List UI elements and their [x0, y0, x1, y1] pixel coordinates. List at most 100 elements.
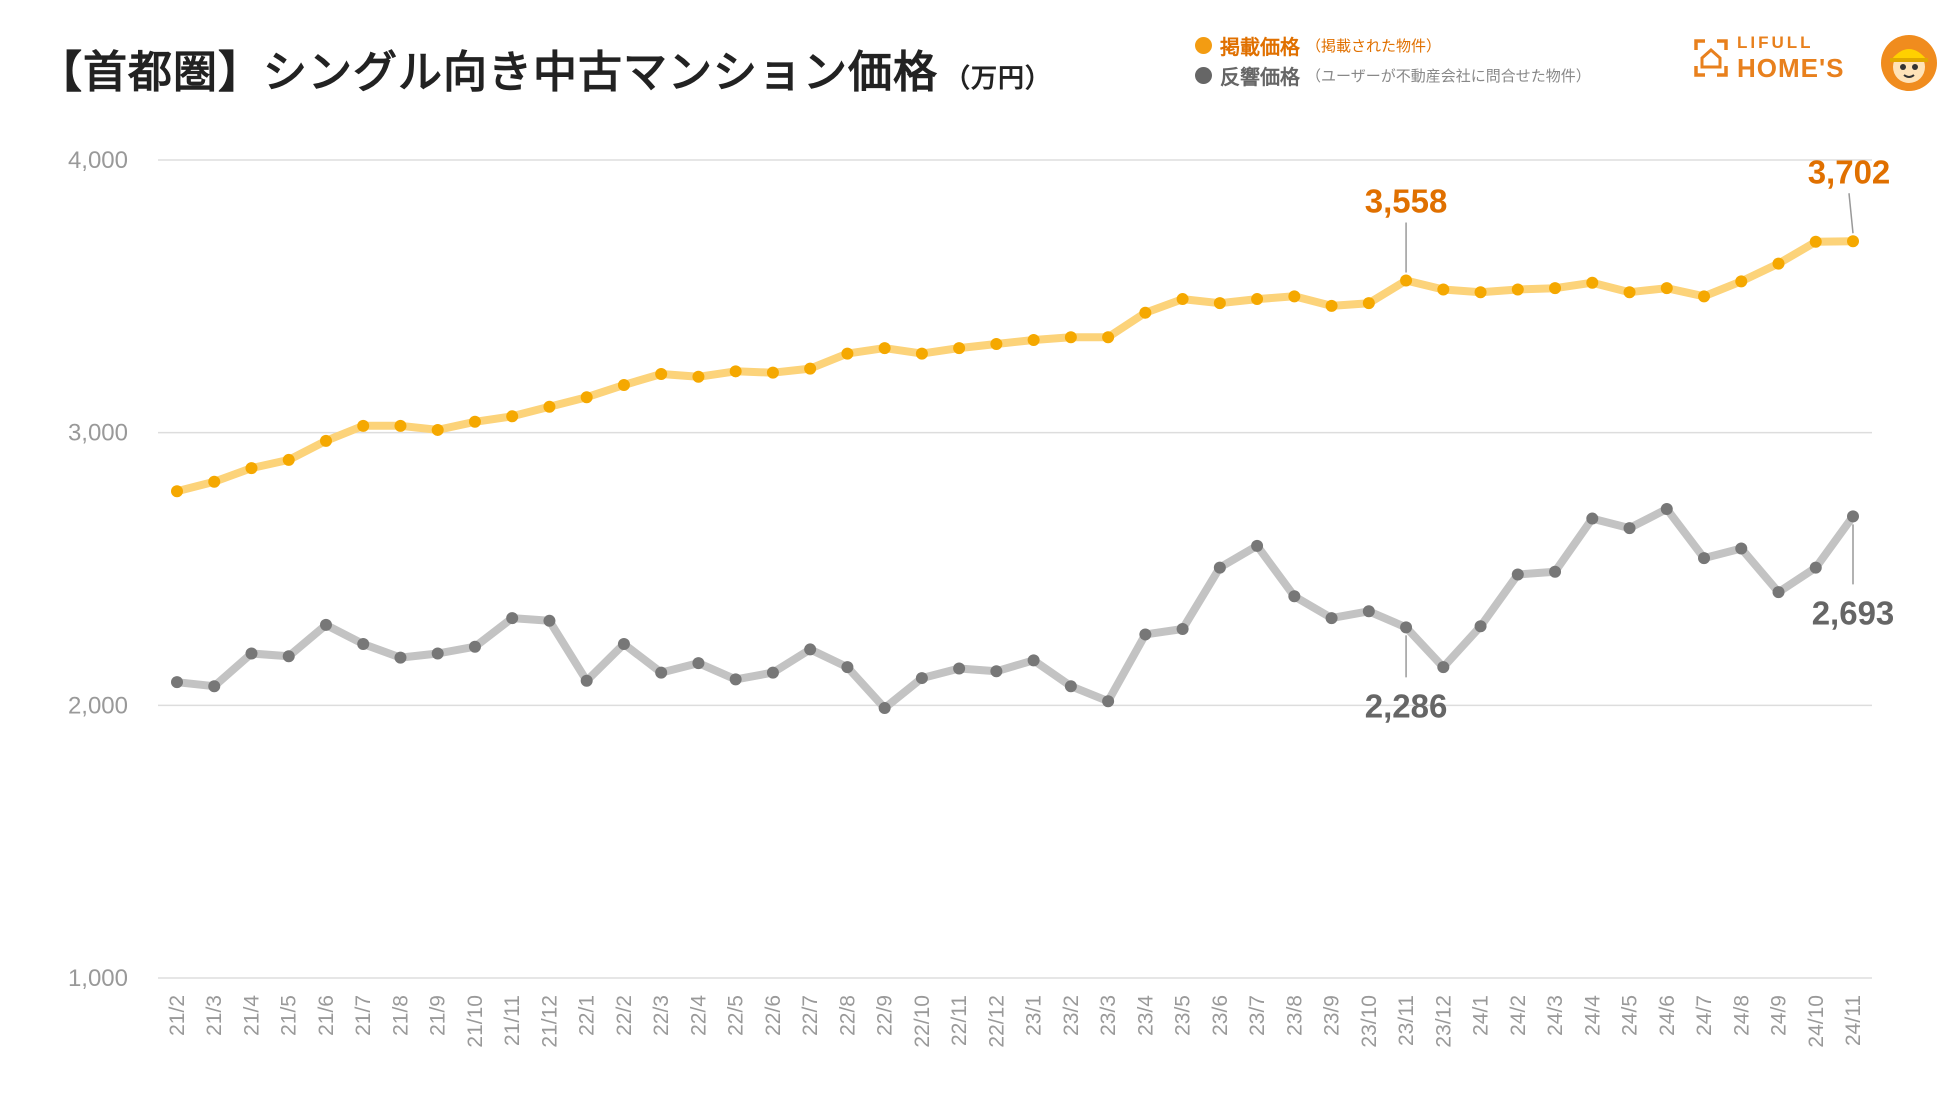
annotation-label: 3,558	[1365, 183, 1448, 220]
listed-point	[1623, 286, 1636, 299]
legend: 掲載価格 （掲載された物件） 反響価格 （ユーザーが不動産会社に問合せた物件）	[1195, 30, 1591, 90]
x-tick-label: 21/8	[389, 995, 412, 1036]
listed-point	[1437, 283, 1450, 296]
x-tick-label: 24/3	[1544, 995, 1567, 1036]
inquiry-point	[953, 662, 966, 675]
inquiry-point	[766, 666, 779, 679]
legend-note-inquiry: （ユーザーが不動産会社に問合せた物件）	[1306, 66, 1591, 85]
listed-point	[1772, 257, 1785, 270]
inquiry-point	[580, 674, 593, 687]
listed-point	[729, 365, 742, 378]
inquiry-point	[1474, 620, 1487, 633]
inquiry-point	[1586, 512, 1599, 525]
inquiry-point	[319, 618, 332, 631]
inquiry-point	[543, 614, 556, 627]
series-line-listed	[173, 237, 1857, 496]
y-tick-label: 1,000	[68, 965, 128, 992]
listed-point	[953, 342, 966, 355]
inquiry-point	[1698, 552, 1711, 565]
chart-title: 【首都圏】シングル向き中古マンション価格 （万円）	[38, 36, 1052, 100]
y-tick-label: 3,000	[68, 420, 128, 447]
listed-point	[878, 342, 891, 355]
inquiry-point	[655, 666, 668, 679]
inquiry-point	[1288, 590, 1301, 603]
inquiry-point	[1772, 586, 1785, 599]
inquiry-point	[1660, 503, 1673, 516]
listed-point	[1847, 235, 1859, 248]
x-tick-label: 22/7	[799, 995, 822, 1036]
inquiry-point	[1102, 695, 1115, 708]
inquiry-point	[1847, 510, 1859, 523]
x-tick-label: 22/12	[985, 995, 1008, 1048]
x-tick-label: 21/3	[203, 995, 226, 1036]
x-tick-label: 22/1	[576, 995, 599, 1036]
legend-item-inquiry-price: 反響価格 （ユーザーが不動産会社に問合せた物件）	[1195, 60, 1591, 90]
inquiry-point	[1400, 621, 1413, 634]
legend-marker-listed	[1195, 36, 1212, 54]
inquiry-point	[245, 647, 258, 660]
inquiry-point	[431, 647, 444, 660]
listed-point	[543, 400, 556, 413]
listed-point	[1176, 293, 1189, 306]
inquiry-point	[468, 640, 481, 653]
x-axis-ticks: 21/2 21/3 21/4 21/5 21/6 21/7 21/8 21/9 21/10 21/…	[166, 995, 1865, 1048]
x-tick-label: 22/6	[762, 995, 785, 1036]
legend-item-listed-price: 掲載価格 （掲載された物件）	[1195, 30, 1591, 60]
inquiry-point	[729, 673, 742, 686]
inquiry-point	[1511, 568, 1524, 581]
x-tick-label: 22/2	[613, 995, 636, 1036]
listed-point	[1213, 297, 1226, 310]
x-tick-label: 21/6	[315, 995, 338, 1036]
x-tick-label: 21/9	[427, 995, 450, 1036]
series-group	[171, 235, 1859, 715]
annotations: 3,558 3,702 2,286 2,693	[1365, 153, 1895, 724]
listed-point	[1251, 293, 1264, 306]
x-tick-label: 22/3	[650, 995, 673, 1036]
x-tick-label: 22/11	[948, 995, 971, 1046]
x-tick-label: 23/9	[1321, 995, 1344, 1036]
inquiry-point	[1176, 622, 1189, 635]
x-tick-label: 23/4	[1134, 995, 1157, 1036]
logo-line1: LIFULL	[1737, 33, 1814, 52]
listed-point	[692, 370, 705, 383]
listed-point	[357, 419, 370, 432]
listed-point	[468, 415, 481, 428]
grid-lines	[158, 159, 1872, 979]
listed-point	[282, 453, 295, 466]
logo-line2: HOME'S	[1737, 53, 1845, 83]
inquiry-point	[990, 665, 1003, 678]
x-tick-label: 24/11	[1842, 995, 1865, 1046]
inquiry-point	[1362, 605, 1375, 618]
listed-point	[1400, 274, 1413, 287]
x-tick-label: 24/8	[1730, 995, 1753, 1036]
listed-point	[245, 462, 258, 475]
annotation-leader	[1848, 193, 1854, 234]
inquiry-point	[841, 661, 854, 674]
listed-point	[580, 391, 593, 404]
chart-unit: （万円）	[944, 64, 1053, 94]
chart-title-text: 【首都圏】シングル向き中古マンション価格	[38, 47, 938, 98]
listed-point	[990, 338, 1003, 351]
series-line-inquiry	[173, 505, 1857, 713]
inquiry-point	[208, 680, 221, 693]
listed-point	[1809, 235, 1822, 248]
mascot-icon	[1881, 35, 1937, 91]
y-tick-label: 4,000	[68, 147, 128, 174]
inquiry-point	[1549, 565, 1562, 578]
x-tick-label: 21/12	[538, 995, 561, 1048]
inquiry-point	[1139, 628, 1152, 641]
inquiry-point	[617, 637, 630, 650]
x-tick-label: 22/4	[687, 995, 710, 1036]
inquiry-point	[1251, 539, 1264, 552]
listed-point	[915, 347, 928, 360]
listed-point	[841, 347, 854, 360]
listed-point	[319, 434, 332, 447]
listed-point	[1698, 290, 1711, 303]
x-tick-label: 23/11	[1395, 995, 1418, 1046]
x-tick-label: 21/5	[278, 995, 301, 1036]
listed-point	[1586, 276, 1599, 289]
legend-note-listed: （掲載された物件）	[1306, 36, 1442, 55]
x-tick-label: 24/1	[1470, 995, 1493, 1036]
house-icon	[1694, 38, 1728, 77]
